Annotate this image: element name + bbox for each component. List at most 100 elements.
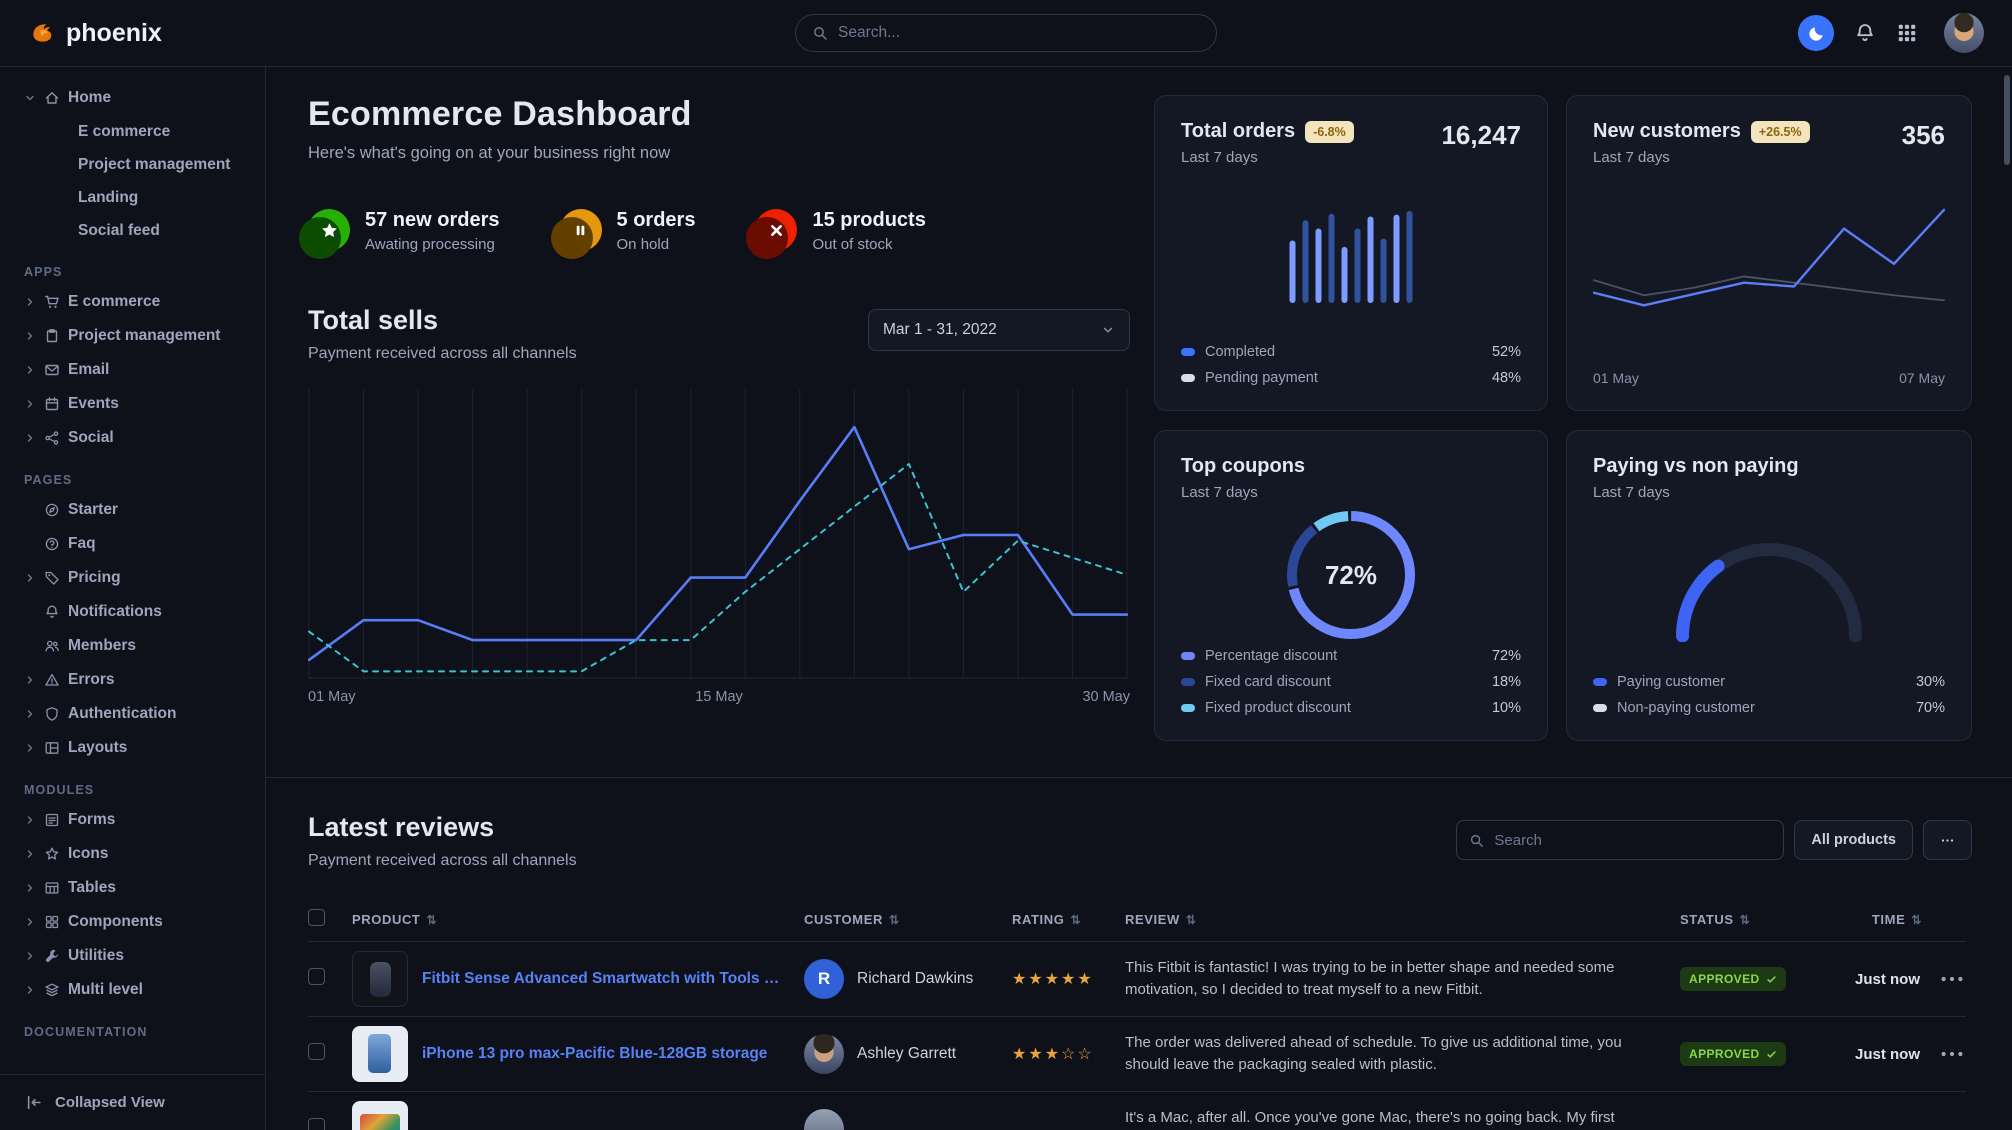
sidebar-item-social-feed[interactable]: Social feed [78,221,160,239]
sidebar-item-email[interactable]: Email [14,353,251,387]
sidebar-item-project-management[interactable]: Project management [78,155,231,173]
star-icon [308,209,350,251]
sidebar-item-home[interactable]: Home [14,81,251,115]
brand[interactable]: phoenix [30,19,162,48]
sidebar-item-starter[interactable]: Starter [14,493,251,527]
x-tick: 30 May [1082,689,1130,705]
legend-value: 72% [1491,648,1521,664]
review-time: Just now [1854,1045,1920,1063]
customer-name: Richard Dawkins [857,970,974,987]
sort-icon: ⇅ [426,912,438,927]
row-checkbox[interactable] [308,1118,325,1130]
stat-text: 57 new orders Awating processing [365,209,500,253]
ellipsis-icon [1940,833,1955,848]
column-header-rating[interactable]: RATING ⇅ [1012,912,1082,927]
sidebar-item-layouts[interactable]: Layouts [14,731,251,765]
reviews-search-input[interactable] [1494,831,1772,849]
collapse-sidebar-button[interactable]: Collapsed View [0,1074,265,1130]
sidebar-item-multi-level[interactable]: Multi level [14,973,251,1007]
top-coupons-donut: 72% [1181,501,1521,648]
sidebar-item-authentication[interactable]: Authentication [14,697,251,731]
new-customers-x-axis: 01 May 07 May [1593,370,1945,386]
caret-right-icon [24,432,36,444]
user-avatar[interactable] [1944,13,1984,53]
legend-label: Pending payment [1205,370,1318,386]
caret-right-icon [24,296,36,308]
sidebar-item-faq[interactable]: Faq [14,527,251,561]
card-title: Paying vs non paying [1593,455,1799,477]
sidebar-item-pricing[interactable]: Pricing [14,561,251,595]
sidebar-item-components[interactable]: Components [14,905,251,939]
sort-icon: ⇅ [888,912,900,927]
caret-right-icon [24,572,36,584]
card-period: Last 7 days [1593,149,1670,166]
sidebar-item-icons[interactable]: Icons [14,837,251,871]
new-customers-chart [1593,166,1945,366]
legend-bullet [1181,652,1195,660]
caret-right-icon [24,398,36,410]
theme-toggle-button[interactable] [1798,15,1834,51]
x-icon [755,209,798,251]
reviews-more-button[interactable] [1923,820,1972,860]
column-header-customer[interactable]: CUSTOMER ⇅ [804,912,900,927]
row-menu-button[interactable] [1938,965,1966,993]
caret-right-icon [24,848,36,860]
column-header-status[interactable]: STATUS ⇅ [1680,912,1751,927]
product-link[interactable]: iPhone 13 pro max-Pacific Blue-128GB sto… [422,1045,768,1062]
sidebar-item-utilities[interactable]: Utilities [14,939,251,973]
stat-caption: Out of stock [812,236,893,253]
all-products-button[interactable]: All products [1794,820,1913,860]
total-orders-card: Total orders -6.8% Last 7 days 16,247 Co… [1154,95,1548,411]
sidebar-item-project-management[interactable]: Project management [14,319,251,353]
column-header-product[interactable]: PRODUCT ⇅ [352,912,438,927]
kpi-cards: Total orders -6.8% Last 7 days 16,247 Co… [1154,95,1972,741]
search-input[interactable] [838,24,1200,42]
column-header-review[interactable]: REVIEW ⇅ [1125,912,1197,927]
sidebar-section-documentation: DOCUMENTATION [24,1025,148,1039]
top-coupons-card: Top coupons Last 7 days 72% Percentage d… [1154,430,1548,741]
sidebar-item-e-commerce[interactable]: E commerce [14,285,251,319]
share-icon [44,430,60,446]
legend-label: Percentage discount [1205,648,1338,664]
sidebar-item-errors[interactable]: Errors [14,663,251,697]
total-sells-subtitle: Payment received across all channels [308,345,577,362]
total-sells-x-axis: 01 May 15 May 30 May [308,689,1130,705]
total-orders-chart [1181,166,1521,344]
stat-on-hold: 5 orders On hold [559,209,696,253]
select-all-checkbox[interactable] [308,908,325,926]
legend-value: 18% [1491,674,1521,690]
sidebar-item-events[interactable]: Events [14,387,251,421]
sidebar-item-notifications[interactable]: Notifications [14,595,251,629]
caret-right-icon [24,674,36,686]
scrollbar-thumb[interactable] [2004,75,2010,165]
new-customers-value: 356 [1901,120,1945,150]
row-checkbox[interactable] [308,968,325,985]
navbar-search[interactable] [795,14,1217,52]
sidebar-item-landing[interactable]: Landing [78,188,139,206]
column-header-time[interactable]: TIME ⇅ [1871,912,1922,927]
sidebar-item-members[interactable]: Members [14,629,251,663]
stat-caption: Awating processing [365,236,495,253]
notifications-button[interactable] [1854,22,1876,44]
stat-text: 15 products Out of stock [812,209,925,253]
sidebar-item-label: Pricing [68,569,121,586]
stat-text: 5 orders On hold [617,209,696,253]
components-icon [44,914,60,930]
legend-value: 48% [1491,370,1521,386]
date-range-select[interactable]: Mar 1 - 31, 2022 [868,309,1130,351]
row-checkbox[interactable] [308,1043,325,1060]
paying-vs-non-paying-card: Paying vs non paying Last 7 days Paying … [1566,430,1972,741]
calendar-icon [44,396,60,412]
sidebar-item-social[interactable]: Social [14,421,251,455]
caret-spacer [24,606,36,618]
product-link[interactable]: Fitbit Sense Advanced Smartwatch with To… [422,970,784,987]
sidebar-item-label: Email [68,361,110,378]
apps-grid-button[interactable] [1896,22,1918,44]
caret-spacer [24,538,36,550]
reviews-search[interactable] [1456,820,1785,860]
sidebar-item-e-commerce[interactable]: E commerce [78,122,171,140]
paying-legend: Paying customer 30% Non-paying customer 70% [1593,674,1945,716]
sidebar-item-forms[interactable]: Forms [14,803,251,837]
sidebar-item-tables[interactable]: Tables [14,871,251,905]
row-menu-button[interactable] [1938,1040,1966,1068]
